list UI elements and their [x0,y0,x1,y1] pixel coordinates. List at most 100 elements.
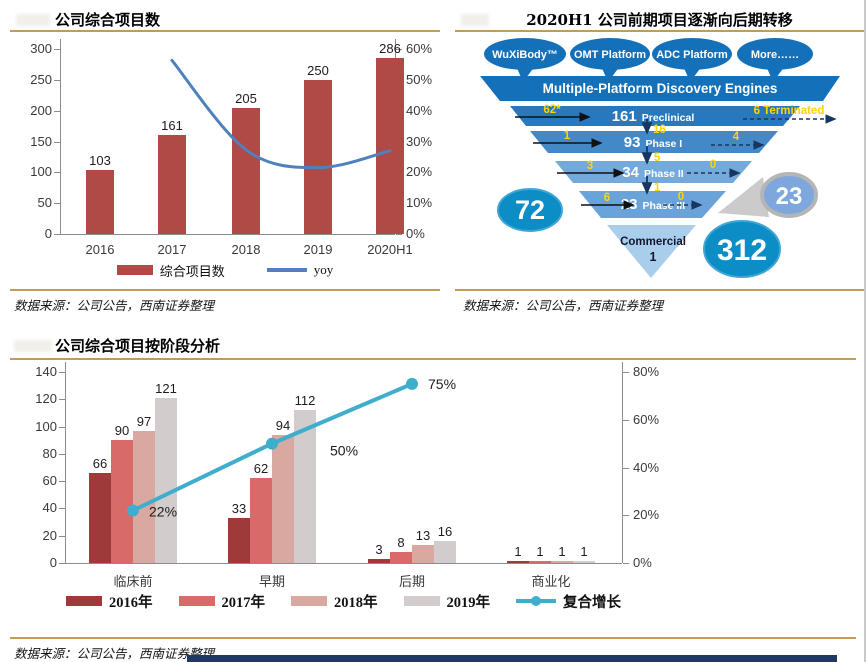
y-axis-tick [54,49,60,50]
platform-label: OMT Platform [574,49,646,61]
badge-phase3-callout [760,172,818,218]
y-axis-tick-label: 20% [406,164,433,180]
badge-active-total-value: 72 [515,195,545,225]
bar-value-label: 286 [379,40,401,56]
bar [551,561,573,563]
y-axis-tick-label: 40% [406,102,433,118]
funnel-commercial-triangle [607,225,696,278]
platform-label: More…… [751,49,799,61]
y-axis-tick [59,426,65,428]
bar [228,517,250,563]
legend-bar-swatch [178,596,215,606]
y-axis-tick-label: 20% [633,507,660,523]
inflow-count: 1 [564,130,571,142]
y-axis-tick-label: 0% [633,555,652,570]
source-divider [10,289,440,291]
y-axis-tick-label: 140 [35,364,57,379]
legend-bar-swatch [403,596,440,606]
bar-value-label: 3 [375,541,383,557]
y-axis-tick [54,203,60,205]
pipeline-funnel-diagram: WuXiBody™ OMT Platform ADC Platform More… [480,38,840,278]
row-label-preclinical: 161 Preclinical [612,108,695,125]
bar-value-label: 1 [536,544,544,559]
bar-value-label: 250 [307,62,329,78]
y-axis-left [65,362,66,563]
bar [412,545,434,563]
y-axis-tick-label: 40 [42,500,57,516]
bar-value-label: 121 [155,380,177,396]
trend-line [170,58,392,170]
platform-bubble-omt [570,38,650,70]
x-axis-category-label: 2016 [85,242,115,257]
outflow-count: 0 [710,159,716,171]
advance-count: 16 [653,124,666,136]
badge-phase3-value: 23 [776,183,803,210]
y-axis-tick-label: 300 [30,41,52,56]
y-axis-tick-label: 30% [406,133,433,149]
outflow-arrows [663,114,837,210]
bar-value-label: 205 [235,90,257,106]
page-footer-bar [187,655,837,662]
bar [89,472,111,563]
y-axis-tick [54,234,60,235]
bar-value-label: 66 [92,455,108,471]
y-axis-right [622,362,623,563]
panel-stage-analysis: 公司综合项目按阶段分析 0 20 40 60 80 100 120 140 0% 20% 40% 60… [10,330,856,662]
bar [390,552,412,563]
stage-analysis-chart: 0 20 40 60 80 100 120 140 0% 20% 40% 60% 80% 66 90 97 12… [10,330,856,662]
chart1-title: 公司综合项目数 [55,11,161,29]
x-axis-category-label: 2019 [303,242,333,257]
legend-bar-swatch [116,265,153,275]
bar [507,561,529,563]
line-point-label: 50% [330,443,358,459]
legend-label: 综合项目数 [159,263,225,279]
y-axis-tick [396,49,402,50]
outflow-count: 0 [678,191,684,203]
y-axis-tick-label: 100 [30,164,52,180]
y-axis-tick-label: 150 [30,133,52,149]
outflow-count: 4 [733,131,740,143]
y-axis-tick-label: 200 [30,102,52,118]
y-axis-tick-label: 60 [42,473,57,489]
bar [133,430,155,563]
y-axis-tick-label: 0 [44,226,52,241]
chart3-title: 公司综合项目按阶段分析 [55,337,221,355]
legend-label: 2019年 [446,594,491,611]
legend-item: 2019年 [403,591,491,612]
funnel-title: 2020H1 公司前期项目逐渐向后期转移 [526,11,793,29]
chart1-legend: 综合项目数 yoy [10,262,440,279]
y-axis-tick [59,563,65,564]
redacted-figure-number [461,14,489,26]
badge-active-total [497,188,563,232]
inflow-arrows [515,112,635,210]
funnel-row-phase2 [555,161,752,183]
line-point-label: 75% [428,376,456,392]
row-label-phase2: 34 Phase II [622,164,683,181]
legend-item: 2017年 [178,591,265,612]
bar [304,79,332,234]
x-axis-category-label: 2018 [231,242,261,257]
bar-value-label: 13 [415,528,431,544]
x-axis [60,234,395,235]
y-axis-tick [59,535,65,537]
y-axis-tick [623,563,629,564]
row-label-phase1: 93 Phase I [624,134,683,151]
x-axis-category-label: 后期 [398,574,425,589]
bar [272,434,294,563]
platform-bubble-adc [652,38,732,70]
commercial-label: Commercial [620,236,686,248]
terminated-label: 6 Terminated [754,105,825,117]
y-axis-tick [396,234,402,235]
x-axis-category-label: 临床前 [113,574,153,589]
callout-wedge [718,177,769,217]
title-divider [10,358,856,360]
advance-count: 5 [654,152,661,164]
legend-line-swatch [266,268,307,272]
y-axis-tick-label: 100 [35,418,57,434]
y-axis-tick [623,515,629,517]
y-axis-tick [59,372,65,373]
y-axis-tick [59,453,65,455]
bar [250,478,272,563]
discovery-engine-label: Multiple-Platform Discovery Engines [543,81,778,96]
